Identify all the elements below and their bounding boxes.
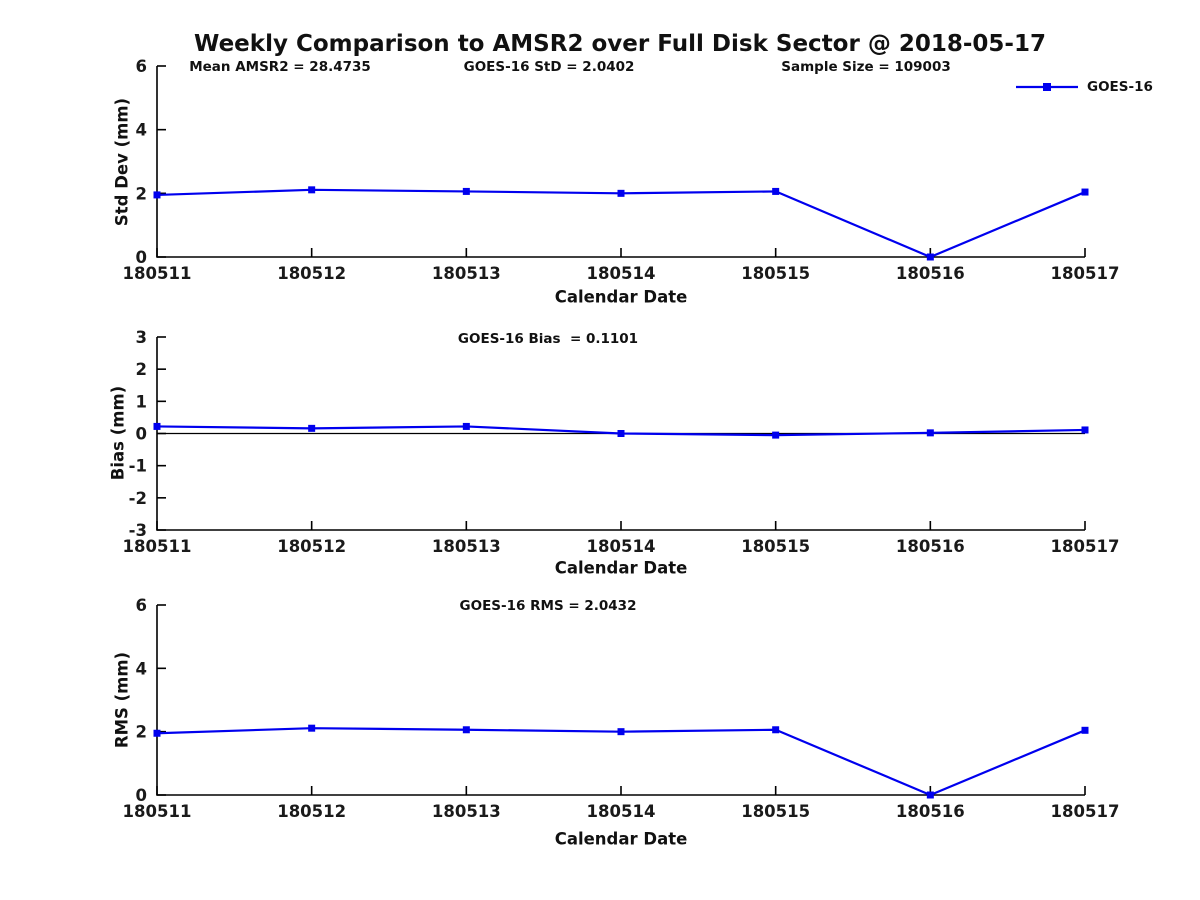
- y-axis-tick-label: -1: [129, 457, 147, 476]
- data-point-marker: [772, 726, 780, 734]
- data-point-marker: [926, 429, 934, 437]
- legend: GOES-16: [1016, 79, 1153, 95]
- x-axis-tick-label: 180514: [587, 802, 656, 821]
- y-axis-label-std-dev: Std Dev (mm): [112, 97, 132, 227]
- y-axis-tick-label: 2: [136, 184, 147, 203]
- y-axis-tick-label: -3: [129, 521, 147, 540]
- x-axis-tick-label: 180516: [896, 264, 965, 283]
- y-axis-tick-label: 3: [136, 328, 147, 347]
- data-point-marker: [308, 186, 316, 194]
- x-axis-tick-label: 180513: [432, 537, 501, 556]
- data-point-marker: [1081, 426, 1089, 434]
- data-point-marker: [1081, 726, 1089, 734]
- data-point-marker: [153, 422, 161, 430]
- x-axis-tick-label: 180517: [1051, 802, 1120, 821]
- data-point-marker: [617, 728, 625, 736]
- x-axis-tick-label: 180512: [277, 537, 346, 556]
- y-axis-tick-label: 0: [136, 425, 147, 444]
- axis-spines: [156, 605, 1085, 796]
- annotation-goes16-rms: GOES-16 RMS = 2.0432: [459, 598, 637, 614]
- y-axis-tick-label: 0: [136, 786, 147, 805]
- annotation-goes16-std: GOES-16 StD = 2.0402: [463, 59, 635, 75]
- data-point-marker: [462, 422, 470, 430]
- y-axis-tick-label: -2: [129, 489, 147, 508]
- x-axis-tick-label: 180515: [741, 264, 810, 283]
- legend-label: GOES-16: [1087, 79, 1153, 95]
- data-point-marker: [926, 253, 934, 261]
- x-axis-tick-label: 180511: [123, 802, 192, 821]
- data-point-marker: [617, 189, 625, 197]
- data-point-marker: [462, 187, 470, 195]
- x-axis-tick-label: 180511: [123, 537, 192, 556]
- subplot-std-dev: 0 2 4 6 180511 180512 180513 180514 180515 180516…: [123, 57, 1120, 283]
- y-axis-label-rms: RMS (mm): [112, 651, 132, 749]
- x-axis-label-bottom: Calendar Date: [554, 829, 688, 849]
- y-axis-tick-label: 6: [136, 596, 147, 615]
- data-point-marker: [617, 430, 625, 437]
- data-point-marker: [153, 191, 161, 199]
- data-point-marker: [926, 791, 934, 799]
- axis-spines: [156, 66, 1085, 258]
- x-axis-tick-label: 180516: [896, 802, 965, 821]
- subplot-bias: -3 -2 -1 0 1 2 3 180511 180512 180513 180514 180515…: [123, 328, 1120, 556]
- x-axis-tick-label: 180513: [432, 264, 501, 283]
- data-point-marker: [772, 431, 780, 439]
- series-line-goes-16: [156, 188, 1086, 259]
- legend-line-marker-icon: [1016, 83, 1078, 91]
- y-axis-tick-label: 2: [136, 360, 147, 379]
- x-axis-tick-label: 180516: [896, 537, 965, 556]
- data-point-marker: [772, 187, 780, 195]
- y-axis-tick-label: 6: [136, 57, 147, 76]
- annotation-mean-amsr2: Mean AMSR2 = 28.4735: [189, 59, 371, 75]
- x-axis-tick-label: 180513: [432, 802, 501, 821]
- series-line-goes-16: [156, 727, 1086, 797]
- data-point-marker: [308, 724, 316, 732]
- x-axis-tick-label: 180515: [741, 802, 810, 821]
- x-axis-label-middle: Calendar Date: [554, 558, 688, 578]
- x-axis-label-top: Calendar Date: [554, 287, 688, 307]
- x-axis-tick-label: 180514: [587, 537, 656, 556]
- y-axis-tick-label: 4: [136, 121, 147, 140]
- subplot-rms: 0 2 4 6 180511 180512 180513 180514 180515 180516…: [123, 596, 1120, 821]
- data-point-marker: [308, 424, 316, 432]
- x-axis-tick-label: 180512: [277, 802, 346, 821]
- annotation-sample-size: Sample Size = 109003: [781, 59, 951, 75]
- data-point-marker: [1081, 188, 1089, 196]
- y-axis-tick-label: 2: [136, 723, 147, 742]
- x-axis-tick-label: 180517: [1051, 537, 1120, 556]
- y-axis-tick-label: 0: [136, 248, 147, 267]
- x-axis-tick-label: 180512: [277, 264, 346, 283]
- y-axis-tick-label: 4: [136, 659, 147, 678]
- figure-title: Weekly Comparison to AMSR2 over Full Dis…: [194, 31, 1046, 57]
- data-point-marker: [153, 729, 161, 737]
- x-axis-tick-label: 180511: [123, 264, 192, 283]
- y-axis-label-bias: Bias (mm): [108, 385, 128, 481]
- x-axis-tick-label: 180515: [741, 537, 810, 556]
- x-axis-tick-label: 180514: [587, 264, 656, 283]
- data-point-marker: [462, 726, 470, 734]
- y-axis-tick-label: 1: [136, 392, 147, 411]
- annotation-goes16-bias: GOES-16 Bias = 0.1101: [457, 331, 639, 347]
- x-axis-tick-label: 180517: [1051, 264, 1120, 283]
